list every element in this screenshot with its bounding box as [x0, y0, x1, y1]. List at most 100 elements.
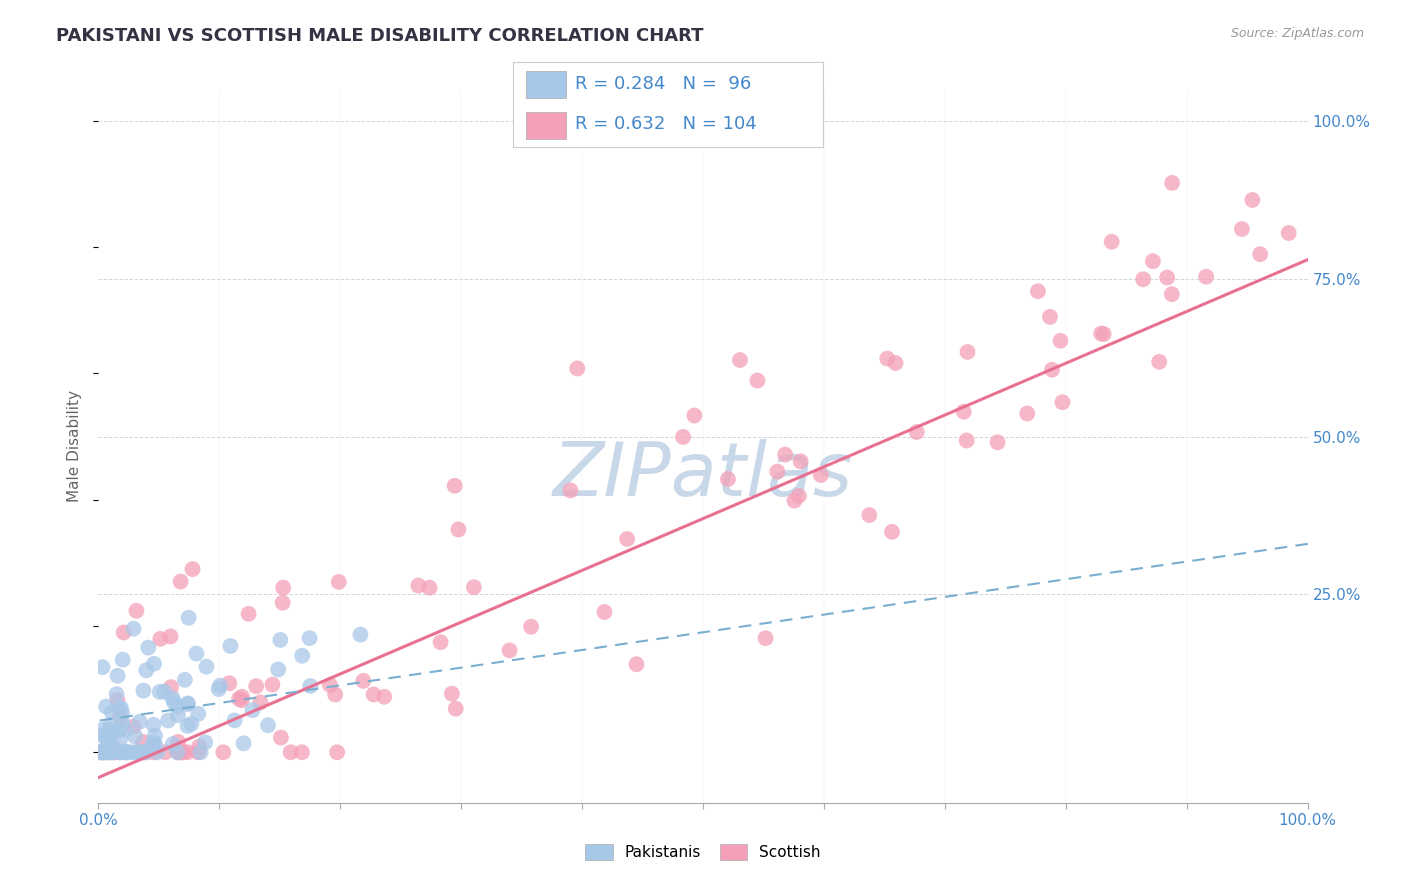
- Point: [111, 653, 134, 667]
- Point: [188, 739, 211, 754]
- Point: [176, 697, 198, 711]
- Point: [443, 479, 465, 493]
- Point: [463, 580, 485, 594]
- Point: [143, 657, 166, 671]
- Point: [105, 687, 128, 701]
- Point: [224, 714, 246, 728]
- Point: [858, 508, 880, 522]
- Legend: Pakistanis, Scottish: Pakistanis, Scottish: [579, 838, 827, 866]
- Point: [115, 723, 138, 737]
- Point: [90, 745, 112, 759]
- Point: [262, 677, 284, 691]
- Point: [96, 745, 118, 759]
- Point: [429, 635, 451, 649]
- Point: [91, 745, 114, 759]
- Point: [132, 683, 155, 698]
- Point: [1101, 235, 1123, 249]
- Point: [616, 532, 638, 546]
- Point: [97, 745, 120, 759]
- Point: [291, 648, 314, 663]
- Point: [219, 639, 242, 653]
- Point: [91, 745, 114, 759]
- Text: PAKISTANI VS SCOTTISH MALE DISABILITY CORRELATION CHART: PAKISTANI VS SCOTTISH MALE DISABILITY CO…: [56, 27, 704, 45]
- Point: [444, 701, 467, 715]
- Point: [110, 745, 132, 759]
- Point: [270, 731, 292, 745]
- Point: [593, 605, 616, 619]
- Point: [114, 745, 136, 759]
- Point: [142, 745, 165, 759]
- Point: [167, 708, 190, 723]
- Point: [180, 716, 202, 731]
- Point: [91, 723, 114, 737]
- Point: [176, 745, 198, 759]
- Point: [232, 736, 254, 750]
- Point: [125, 604, 148, 618]
- Point: [121, 745, 143, 759]
- Point: [135, 745, 157, 759]
- Point: [94, 731, 117, 746]
- Point: [105, 693, 128, 707]
- Point: [135, 745, 157, 759]
- Point: [142, 735, 165, 749]
- Point: [128, 714, 150, 729]
- Point: [110, 731, 132, 746]
- Point: [163, 696, 186, 710]
- Point: [1040, 363, 1063, 377]
- Point: [110, 745, 132, 759]
- Point: [212, 745, 235, 759]
- Point: [122, 720, 145, 734]
- Point: [90, 745, 112, 759]
- Point: [1092, 327, 1115, 342]
- Point: [155, 745, 177, 759]
- Point: [267, 663, 290, 677]
- Point: [125, 745, 148, 759]
- Point: [249, 695, 271, 709]
- Point: [280, 745, 302, 759]
- Point: [169, 574, 191, 589]
- Point: [271, 581, 294, 595]
- Point: [1147, 355, 1170, 369]
- Point: [238, 607, 260, 621]
- Point: [349, 627, 371, 641]
- Point: [717, 472, 740, 486]
- Point: [418, 581, 440, 595]
- Point: [167, 735, 190, 749]
- Text: R = 0.284   N =  96: R = 0.284 N = 96: [575, 76, 751, 94]
- Point: [136, 640, 159, 655]
- Point: [149, 685, 172, 699]
- Point: [162, 691, 184, 706]
- Point: [683, 409, 706, 423]
- Point: [167, 745, 190, 759]
- Point: [169, 745, 191, 759]
- Point: [291, 745, 314, 759]
- Point: [142, 718, 165, 732]
- Point: [128, 745, 150, 759]
- Point: [142, 738, 165, 752]
- Point: [328, 574, 350, 589]
- Point: [747, 374, 769, 388]
- Point: [114, 745, 136, 759]
- Point: [186, 647, 208, 661]
- Point: [93, 745, 115, 759]
- Point: [876, 351, 898, 366]
- Point: [100, 745, 122, 759]
- Point: [363, 688, 385, 702]
- Point: [108, 710, 131, 724]
- Point: [91, 728, 114, 742]
- Point: [100, 717, 122, 731]
- Point: [176, 719, 198, 733]
- Y-axis label: Male Disability: Male Disability: [67, 390, 83, 502]
- Point: [145, 739, 167, 753]
- Point: [1160, 287, 1182, 301]
- Point: [952, 405, 974, 419]
- Point: [111, 714, 134, 729]
- Point: [956, 345, 979, 359]
- Point: [626, 657, 648, 672]
- Point: [1090, 326, 1112, 341]
- Point: [190, 745, 212, 759]
- Point: [132, 745, 155, 759]
- Point: [787, 489, 810, 503]
- Point: [195, 659, 218, 673]
- Point: [103, 745, 125, 759]
